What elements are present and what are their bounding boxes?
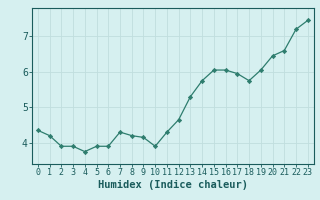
X-axis label: Humidex (Indice chaleur): Humidex (Indice chaleur): [98, 180, 248, 190]
